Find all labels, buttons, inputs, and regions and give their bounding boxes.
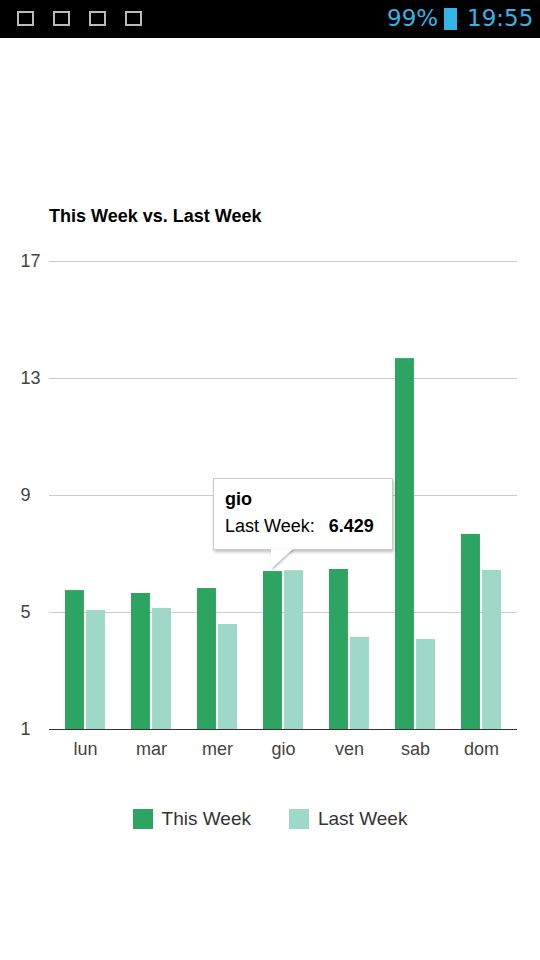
html-text:99%: 99%	[387, 5, 439, 31]
html-text:This Week vs. Last Week: This Week vs. Last Week	[49, 206, 262, 226]
svg-text:mer: mer	[202, 739, 233, 759]
html-text:gio: gio	[225, 489, 253, 510]
svg-text:gio: gio	[271, 739, 295, 759]
svg-text:ven: ven	[335, 739, 364, 759]
svg-text:mar: mar	[136, 739, 167, 759]
svg-text:1: 1	[21, 719, 31, 739]
html-text:6.429: 6.429	[328, 516, 374, 537]
html-text:19:55: 19:55	[467, 5, 534, 31]
svg-text:sab: sab	[401, 739, 430, 759]
svg-text:9: 9	[21, 485, 31, 505]
svg-text:dom: dom	[464, 739, 499, 759]
html-text:Last Week: Last Week	[318, 808, 408, 829]
svg-text:13: 13	[21, 368, 41, 388]
svg-text:17: 17	[21, 251, 41, 271]
svg-text:5: 5	[21, 602, 31, 622]
html-text:Last Week:: Last Week:	[225, 516, 315, 537]
html-text:This Week: This Week	[161, 808, 251, 829]
svg-text:lun: lun	[73, 739, 97, 759]
